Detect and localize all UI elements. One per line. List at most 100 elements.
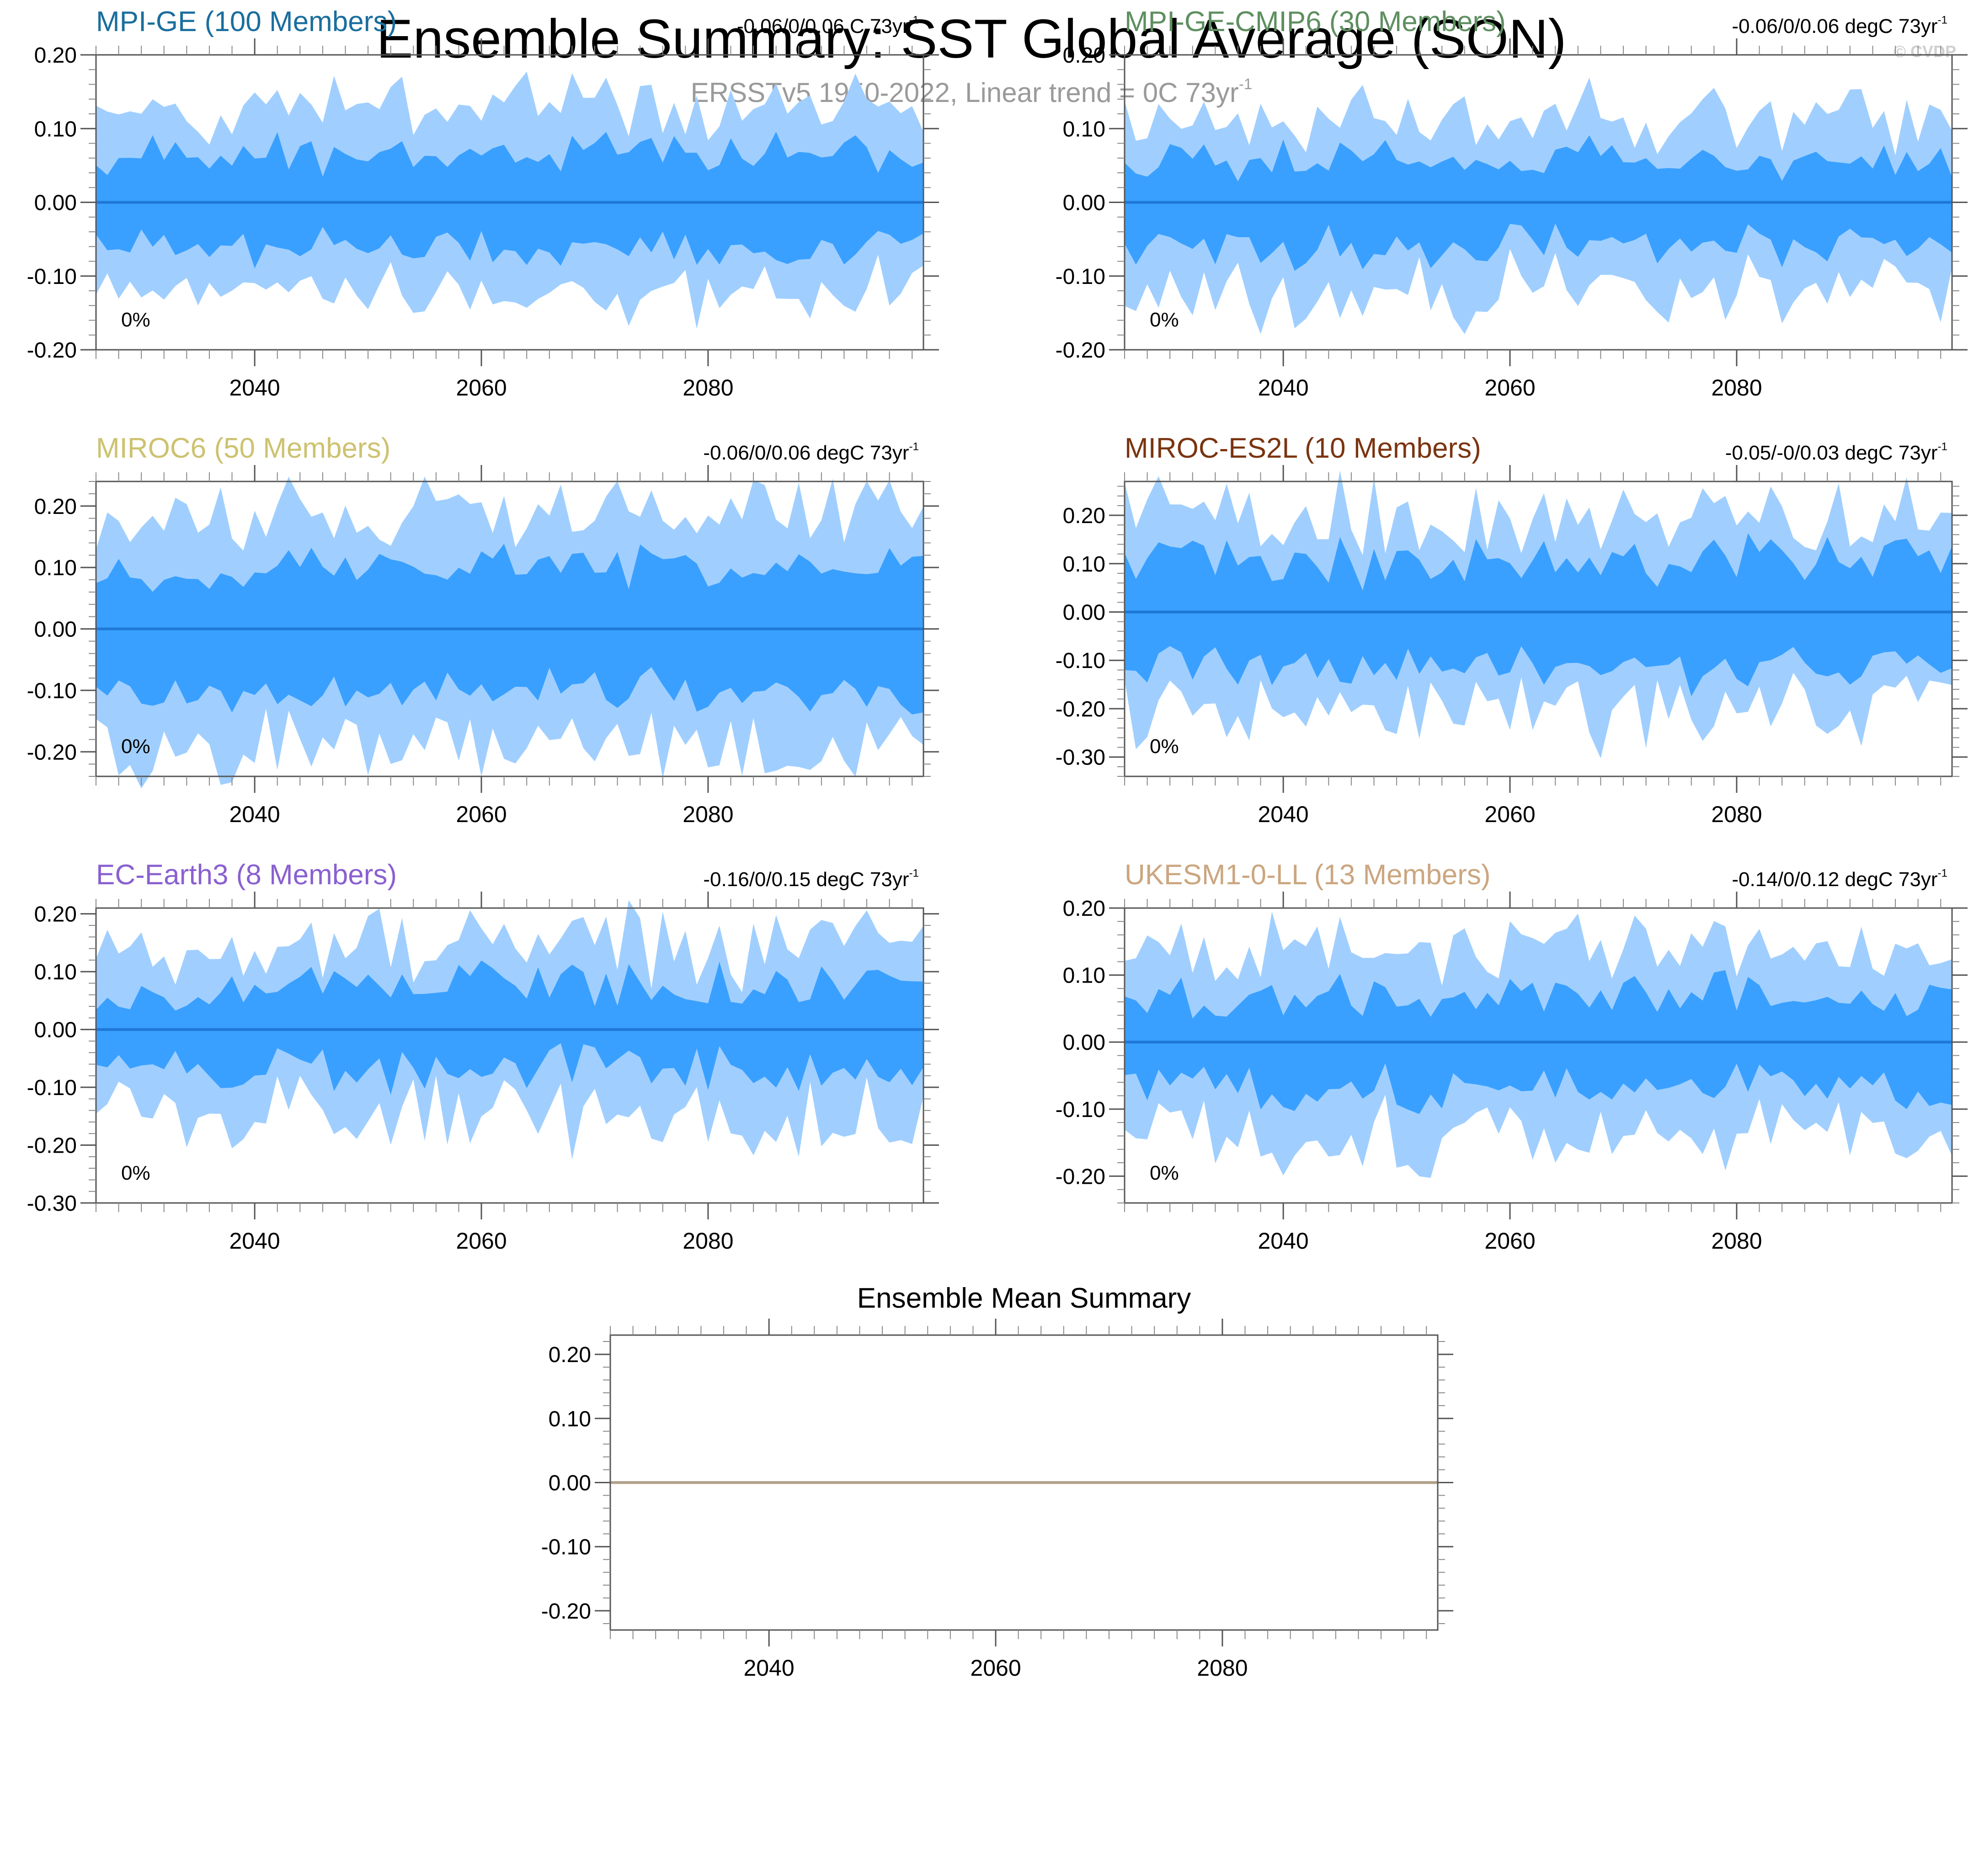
x-tick-label: 2040 <box>1258 802 1309 827</box>
y-tick-label: 0.20 <box>1063 897 1105 921</box>
chart-svg: 0.20 0.10 0.00 -0.10 -0.20 2040 2060 2080 <box>1056 38 1968 401</box>
y-tick-label: 0.10 <box>34 556 77 580</box>
trend-label-text: -0.06/0/0.06 degC 73yr <box>1732 15 1938 37</box>
y-tick-label: 0.00 <box>34 1018 77 1042</box>
chart-panel-1: MPI-GE (100 Members) -0.06/0/0.06 C 73yr-… <box>0 0 983 412</box>
y-tick-label: 0.20 <box>1063 43 1105 68</box>
main-title-text: Ensemble Summary: SST Global Average (SO… <box>376 8 1567 69</box>
y-tick-label: -0.30 <box>1056 746 1105 770</box>
trend-label: -0.06/0/0.06 degC 73yr-1 <box>1732 13 1947 40</box>
trend-label: -0.06/0/0.06 degC 73yr-1 <box>703 439 919 467</box>
trend-label-superscript: -1 <box>909 440 919 453</box>
x-tick-label: 2060 <box>1484 375 1535 401</box>
chart-svg: 0.20 0.10 0.00 -0.10 -0.20 2040 2060 2080 <box>1056 892 1968 1254</box>
inner-spread-band <box>96 132 923 268</box>
y-tick-label: 0.10 <box>34 960 77 984</box>
inner-spread-band <box>1125 533 1952 696</box>
main-title: Ensemble Summary: SST Global Average (SO… <box>0 5 1943 73</box>
trend-label-text: -0.16/0/0.15 degC 73yr <box>703 868 909 891</box>
y-tick-label: -0.20 <box>27 1134 77 1158</box>
x-tick-label: 2040 <box>229 802 280 827</box>
trend-label-superscript: -1 <box>1937 440 1947 453</box>
chart-svg: 0.20 0.10 0.00 -0.10 -0.20 2040 2060 2080 <box>27 465 939 827</box>
trend-label: -0.16/0/0.15 degC 73yr-1 <box>703 866 919 893</box>
x-tick-label: 2060 <box>456 802 507 827</box>
y-tick-label: -0.10 <box>27 1076 77 1100</box>
chart-svg: 0.20 0.10 0.00 -0.10 -0.20 2040 2060 2080 <box>541 1319 1453 1681</box>
trend-label-text: -0.06/0/0.06 C 73yr <box>736 15 909 37</box>
trend-label: -0.06/0/0.06 C 73yr-1 <box>737 13 919 40</box>
chart-panel-4: MIROC-ES2L (10 Members) -0.05/-0/0.03 deg… <box>1029 427 1979 838</box>
panel-title: EC-Earth3 (8 Members) <box>96 859 397 891</box>
y-tick-label: 0.10 <box>1063 117 1105 141</box>
x-tick-label: 2080 <box>683 375 733 401</box>
x-tick-label: 2080 <box>1711 1228 1762 1254</box>
y-tick-label: -0.20 <box>541 1599 591 1624</box>
y-tick-label: 0.20 <box>549 1343 591 1367</box>
panel-title: UKESM1-0-LL (13 Members) <box>1125 859 1491 891</box>
x-tick-label: 2080 <box>683 1228 733 1254</box>
chart-panel-3: MIROC6 (50 Members) -0.06/0/0.06 degC 73y… <box>0 427 983 838</box>
percent-label: 0% <box>1150 309 1179 331</box>
chart-svg: 0.20 0.10 0.00 -0.10 -0.20 -0.30 2040 2060 2080 <box>1056 465 1968 827</box>
chart-panel-2: MPI-GE-CMIP6 (30 Members) -0.06/0/0.06 de… <box>1029 0 1979 412</box>
trend-label-superscript: -1 <box>909 867 919 880</box>
trend-label-text: -0.06/0/0.06 degC 73yr <box>703 442 909 464</box>
panel-title: Ensemble Mean Summary <box>857 1283 1191 1314</box>
x-tick-label: 2080 <box>683 802 733 827</box>
panel-title: MIROC6 (50 Members) <box>96 433 391 464</box>
x-tick-label: 2040 <box>1258 1228 1309 1254</box>
x-tick-label: 2080 <box>1711 375 1762 401</box>
y-tick-label: -0.10 <box>1056 649 1105 673</box>
percent-label: 0% <box>1150 735 1179 758</box>
x-tick-label: 2060 <box>456 375 507 401</box>
plot-frame <box>1124 481 1953 777</box>
trend-label: -0.05/-0/0.03 degC 73yr-1 <box>1725 439 1947 467</box>
percent-label: 0% <box>121 309 150 331</box>
x-tick-label: 2040 <box>229 1228 280 1254</box>
y-tick-label: 0.20 <box>34 43 77 68</box>
chart-panel-6: UKESM1-0-LL (13 Members) -0.14/0/0.12 deg… <box>1029 853 1979 1265</box>
subtitle-superscript: -1 <box>1238 75 1253 92</box>
plot-frame <box>95 907 924 1204</box>
y-tick-label: 0.00 <box>1063 1031 1105 1055</box>
cvdp-watermark: © CVDP <box>1894 42 1956 61</box>
chart-svg: 0.20 0.10 0.00 -0.10 -0.20 -0.30 2040 2060 2080 <box>27 892 939 1254</box>
y-tick-label: 0.10 <box>549 1407 591 1431</box>
x-tick-label: 2040 <box>1258 375 1309 401</box>
inner-spread-band <box>96 960 923 1095</box>
trend-label-superscript: -1 <box>1937 867 1947 880</box>
y-tick-label: 0.00 <box>34 618 77 642</box>
trend-label-superscript: -1 <box>1937 14 1947 27</box>
y-tick-label: -0.20 <box>27 338 77 363</box>
y-tick-label: -0.20 <box>1056 1165 1105 1189</box>
x-tick-label: 2060 <box>1484 1228 1535 1254</box>
panel-title: MIROC-ES2L (10 Members) <box>1125 433 1481 464</box>
x-tick-label: 2080 <box>1711 802 1762 827</box>
panel-title: MPI-GE-CMIP6 (30 Members) <box>1125 6 1506 37</box>
y-tick-label: -0.20 <box>1056 697 1105 722</box>
y-tick-label: 0.00 <box>549 1471 591 1496</box>
percent-label: 0% <box>121 735 150 758</box>
y-tick-label: 0.00 <box>1063 191 1105 215</box>
percent-label: 0% <box>1150 1162 1179 1184</box>
y-tick-label: -0.20 <box>1056 338 1105 363</box>
y-tick-label: -0.30 <box>27 1192 77 1216</box>
trend-label: -0.14/0/0.12 degC 73yr-1 <box>1732 866 1947 893</box>
percent-label: 0% <box>121 1162 150 1184</box>
chart-svg: 0.20 0.10 0.00 -0.10 -0.20 2040 2060 2080 <box>27 38 939 401</box>
y-tick-label: 0.20 <box>34 495 77 519</box>
x-tick-label: 2040 <box>229 375 280 401</box>
y-tick-label: -0.10 <box>1056 265 1105 289</box>
y-tick-label: 0.00 <box>1063 600 1105 625</box>
x-tick-label: 2060 <box>456 1228 507 1254</box>
trend-label-text: -0.05/-0/0.03 degC 73yr <box>1725 442 1938 464</box>
y-tick-label: 0.20 <box>34 903 77 927</box>
x-tick-label: 2040 <box>744 1655 795 1681</box>
x-tick-label: 2060 <box>1484 802 1535 827</box>
y-tick-label: 0.00 <box>34 191 77 215</box>
y-tick-label: 0.10 <box>1063 552 1105 577</box>
y-tick-label: 0.10 <box>34 117 77 141</box>
y-tick-label: 0.10 <box>1063 964 1105 988</box>
y-tick-label: -0.10 <box>27 679 77 703</box>
